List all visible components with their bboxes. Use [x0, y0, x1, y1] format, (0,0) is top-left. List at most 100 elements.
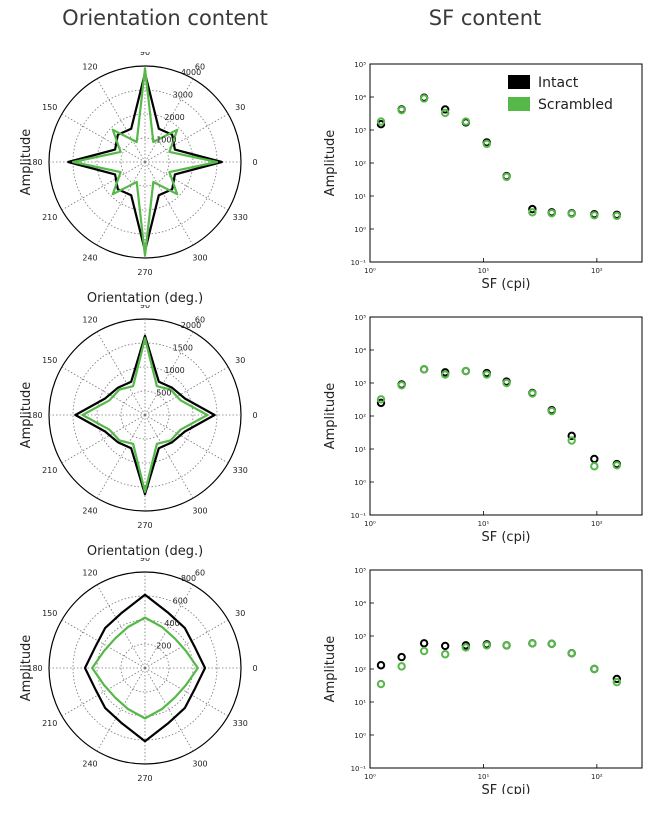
polar-r-tick-label: 4000 [181, 68, 201, 77]
sf-y-tick-label: 10⁵ [354, 567, 366, 575]
polar-series-scrambled [71, 67, 219, 257]
polar-chart-3: 200 400 600 800 0 30 60 90 120 150 180 210 240 270 300… [19, 554, 258, 812]
sf-point-intact [567, 431, 576, 441]
polar-grid-ring [96, 619, 194, 717]
polar-y-label: Amplitude [19, 129, 34, 196]
polar-angle-label: 300 [192, 759, 207, 768]
sf-x-tick-label: 10² [591, 773, 603, 781]
sf-x-tick-label: 10¹ [478, 520, 490, 528]
sf-y-tick-label: 10⁴ [354, 600, 366, 608]
sf-point-scrambled [461, 366, 471, 376]
legend-swatch-scrambled [508, 97, 530, 111]
sf-panel-3: 10⁻¹ 10⁰ 10¹ 10² 10³ 10⁴ 10⁵ 10⁰ 10¹ 10² SF (cpi) A… [318, 558, 652, 813]
polar-angle-label: 270 [137, 268, 152, 277]
sf-point-scrambled [502, 172, 511, 182]
sf-point-scrambled [376, 679, 386, 689]
sf-point-intact [376, 661, 386, 670]
polar-angle-label: 300 [192, 506, 207, 515]
polar-y-label: Amplitude [19, 382, 34, 449]
polar-spoke [61, 667, 146, 717]
sf-point-scrambled [376, 117, 386, 126]
polar-series-scrambled [81, 337, 209, 493]
sf-y-tick-label: 10⁻¹ [351, 765, 367, 773]
sf-y-tick-label: 10¹ [354, 699, 366, 707]
polar-r-tick-label: 1000 [164, 366, 184, 375]
polar-grid-ring [120, 390, 170, 440]
sf-y-tick-label: 10⁻¹ [351, 512, 367, 520]
sf-point-scrambled [419, 646, 429, 656]
sf-x-tick-label: 10¹ [478, 267, 490, 275]
sf-y-tick-label: 10⁰ [354, 226, 366, 234]
sf-point-scrambled [590, 664, 599, 674]
sf-point-scrambled [590, 462, 599, 471]
polar-series-intact [74, 334, 216, 496]
sf-x-label: SF (cpi) [481, 277, 530, 292]
sf-panel-1: 10⁻¹ 10⁰ 10¹ 10² 10³ 10⁴ 10⁵ 10⁰ 10¹ 10² Intact Scr… [318, 52, 652, 307]
sf-point-scrambled [528, 639, 537, 648]
polar-spoke [96, 667, 146, 752]
polar-angle-label: 210 [42, 466, 57, 475]
sf-y-tick-label: 10³ [354, 633, 366, 641]
legend-swatch-intact [508, 75, 530, 89]
sf-x-label: SF (cpi) [481, 783, 530, 794]
polar-angle-label: 30 [235, 103, 245, 112]
sf-point-scrambled [376, 395, 386, 404]
polar-angle-label: 0 [252, 664, 257, 673]
sf-y-tick-label: 10⁴ [354, 347, 366, 355]
sf-point-scrambled [482, 641, 491, 650]
polar-r-tick-label: 2000 [164, 113, 184, 122]
sf-y-tick-label: 10² [354, 160, 366, 168]
sf-y-tick-label: 10⁻¹ [351, 259, 367, 267]
sf-point-scrambled [612, 677, 622, 687]
sf-x-tick-label: 10⁰ [364, 267, 376, 275]
polar-r-tick-label: 600 [173, 596, 188, 605]
sf-point-scrambled [547, 406, 556, 416]
sf-point-intact [376, 398, 386, 408]
polar-r-tick-label: 500 [156, 388, 171, 397]
legend-label-scrambled: Scrambled [538, 97, 613, 113]
polar-angle-label: 210 [42, 213, 57, 222]
sf-point-intact [612, 674, 622, 684]
sf-y-tick-label: 10¹ [354, 193, 366, 201]
polar-panel-3: 200 400 600 800 0 30 60 90 120 150 180 210 240 270 300… [0, 554, 320, 813]
sf-point-intact [419, 639, 429, 648]
polar-angle-label: 0 [252, 411, 257, 420]
polar-angle-label: 270 [137, 774, 152, 783]
sf-point-scrambled [590, 211, 599, 220]
sf-y-tick-label: 10³ [354, 127, 366, 135]
sf-point-scrambled [567, 649, 576, 658]
sf-point-scrambled [482, 370, 491, 379]
sf-y-tick-label: 10⁵ [354, 61, 366, 69]
sf-y-tick-label: 10¹ [354, 446, 366, 454]
polar-r-tick-label: 800 [181, 574, 196, 583]
sf-x-tick-label: 10² [591, 520, 603, 528]
sf-x-tick-label: 10² [591, 267, 603, 275]
polar-panel-2: 500 1000 1500 2000 0 30 60 90 120 150 180 210 240 270… [0, 301, 320, 560]
sf-point-scrambled [397, 662, 406, 671]
polar-grid-ring [72, 342, 218, 488]
polar-angle-label: 60 [195, 63, 205, 72]
polar-angle-label: 180 [27, 664, 42, 673]
polar-r-tick-label: 1500 [173, 343, 193, 352]
polar-angle-label: 90 [140, 305, 150, 310]
column-title-sf: SF content [428, 6, 542, 30]
sf-point-scrambled [440, 370, 450, 379]
polar-x-label: Orientation (deg.) [87, 291, 203, 306]
sf-point-scrambled [482, 139, 491, 149]
polar-grid-ring [96, 366, 194, 464]
polar-chart-2: 500 1000 1500 2000 0 30 60 90 120 150 180 210 240 270… [19, 301, 258, 559]
polar-angle-label: 330 [233, 719, 248, 728]
sf-point-scrambled [612, 461, 622, 470]
sf-x-tick-label: 10⁰ [364, 520, 376, 528]
sf-y-label: Amplitude [323, 130, 338, 197]
polar-r-tick-label: 2000 [181, 321, 201, 330]
polar-angle-label: 240 [82, 253, 97, 262]
polar-angle-label: 120 [82, 63, 97, 72]
sf-y-label: Amplitude [323, 636, 338, 703]
sf-x-label: SF (cpi) [481, 530, 530, 545]
polar-spoke [96, 161, 146, 246]
sf-point-scrambled [440, 650, 450, 659]
sf-point-scrambled [528, 389, 537, 398]
